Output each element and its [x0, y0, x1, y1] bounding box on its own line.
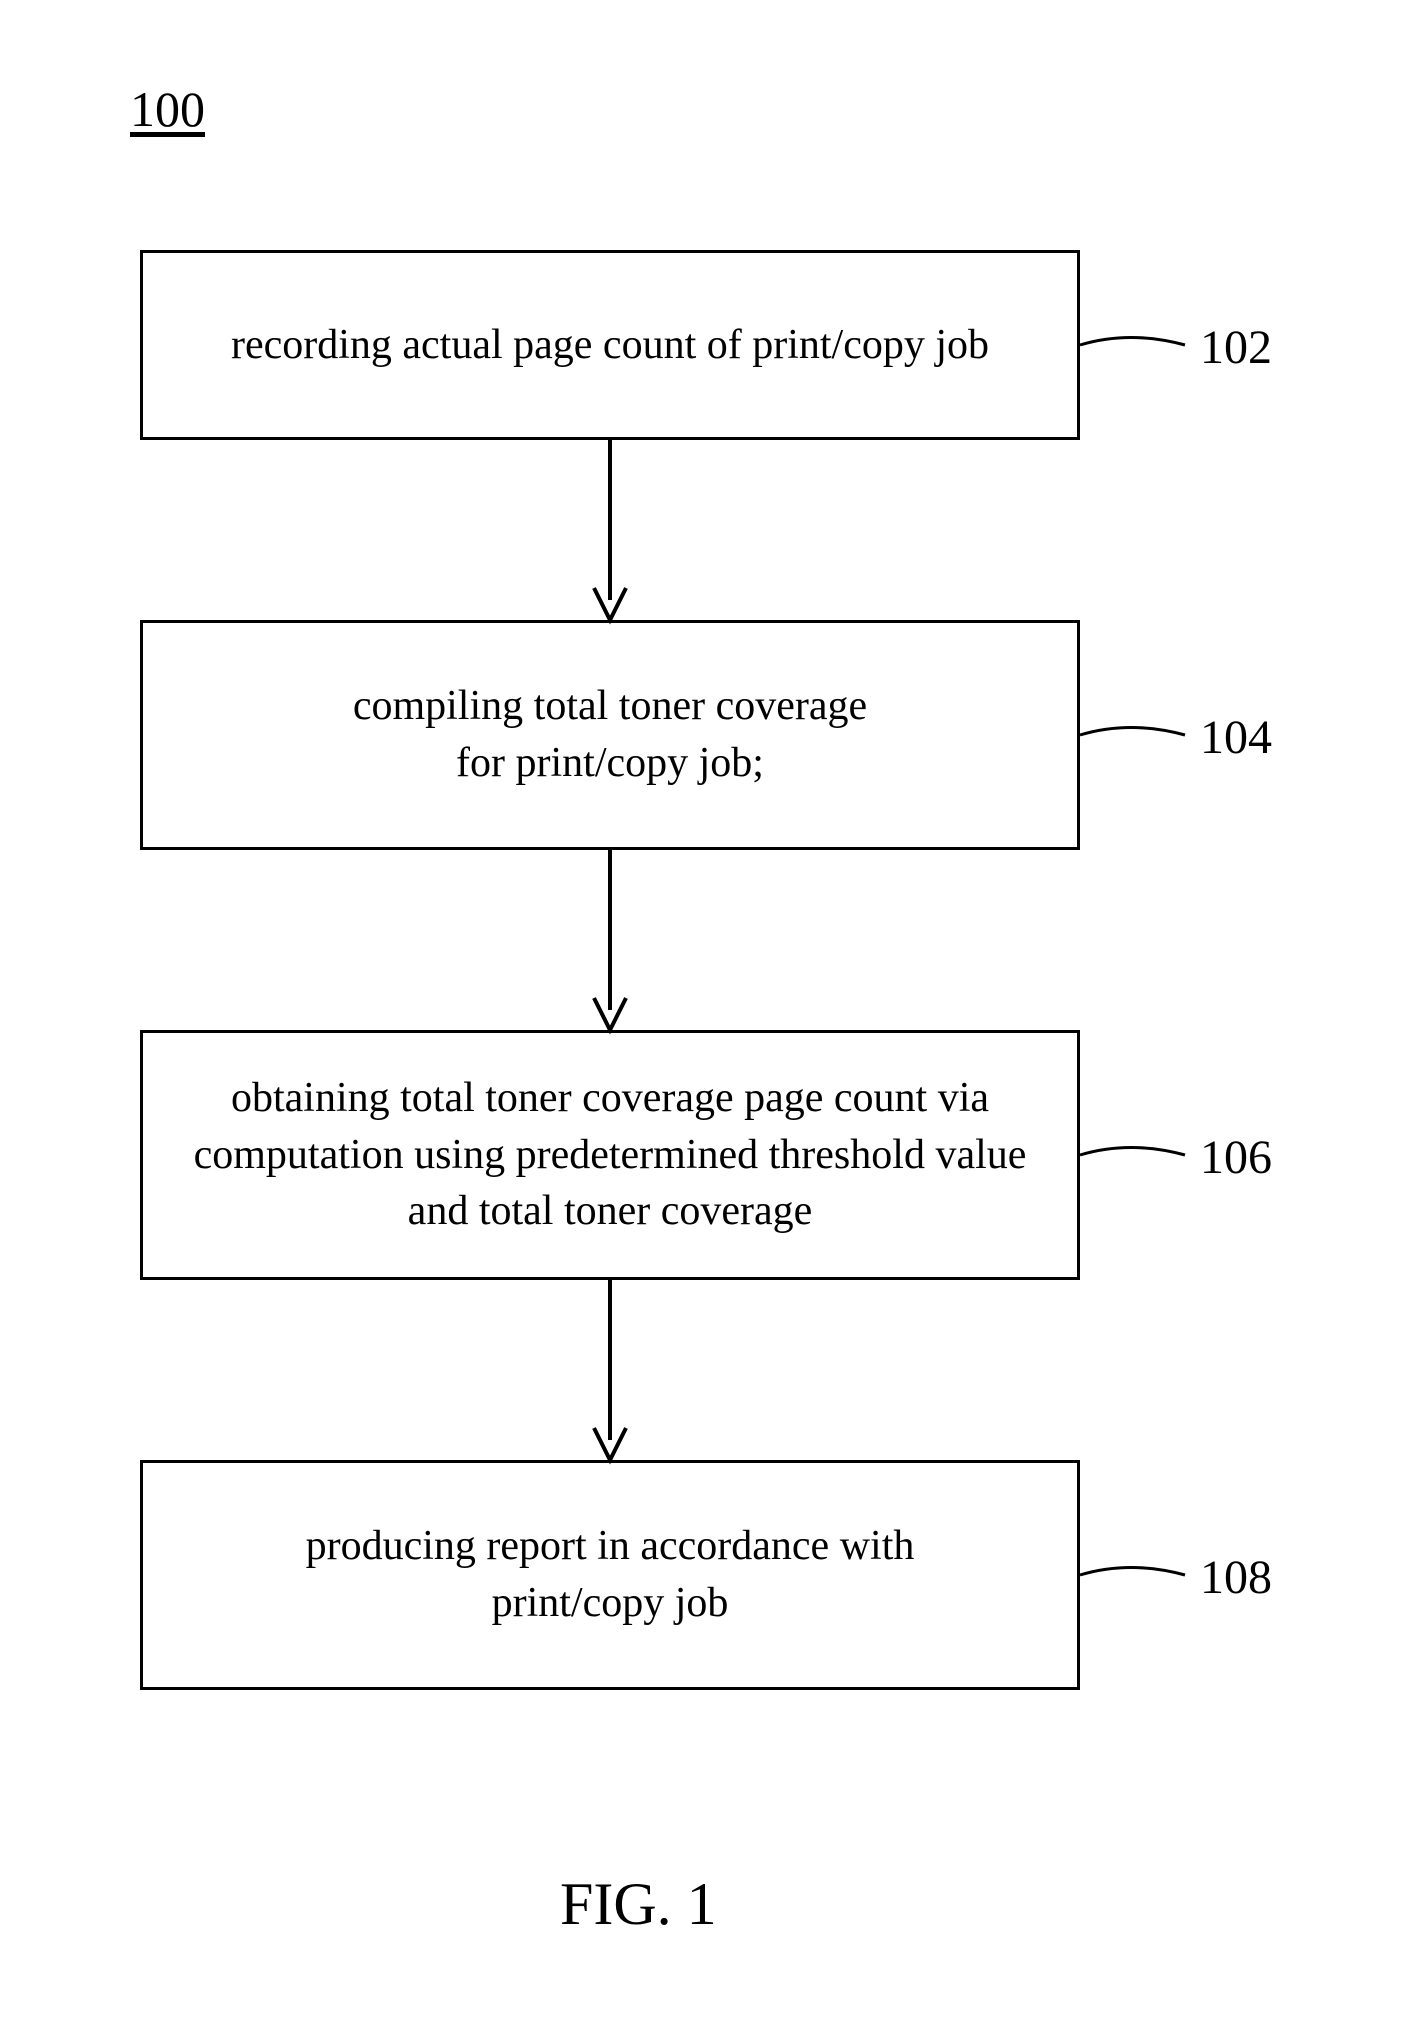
- step-106-label: 106: [1200, 1130, 1272, 1185]
- leader-102: [1080, 338, 1185, 346]
- figure-caption: FIG. 1: [560, 1870, 717, 1939]
- leader-104: [1080, 728, 1185, 736]
- step-104-box: compiling total toner coverage for print…: [140, 620, 1080, 850]
- step-104-label: 104: [1200, 710, 1272, 765]
- step-108-text: producing report in accordance with prin…: [306, 1518, 915, 1631]
- step-106-text: obtaining total toner coverage page coun…: [194, 1070, 1027, 1240]
- arrow-102-to-104: [594, 440, 626, 620]
- step-104-text: compiling total toner coverage for print…: [353, 678, 867, 791]
- step-102-label: 102: [1200, 320, 1272, 375]
- step-106-box: obtaining total toner coverage page coun…: [140, 1030, 1080, 1280]
- leader-106: [1080, 1148, 1185, 1156]
- step-108-box: producing report in accordance with prin…: [140, 1460, 1080, 1690]
- step-102-text: recording actual page count of print/cop…: [231, 317, 989, 374]
- step-108-label: 108: [1200, 1550, 1272, 1605]
- flowchart-canvas: 100 recording actual page count of print…: [0, 0, 1423, 2033]
- arrow-104-to-106: [594, 850, 626, 1030]
- arrow-106-to-108: [594, 1280, 626, 1460]
- leader-108: [1080, 1568, 1185, 1576]
- step-102-box: recording actual page count of print/cop…: [140, 250, 1080, 440]
- figure-number: 100: [130, 80, 205, 138]
